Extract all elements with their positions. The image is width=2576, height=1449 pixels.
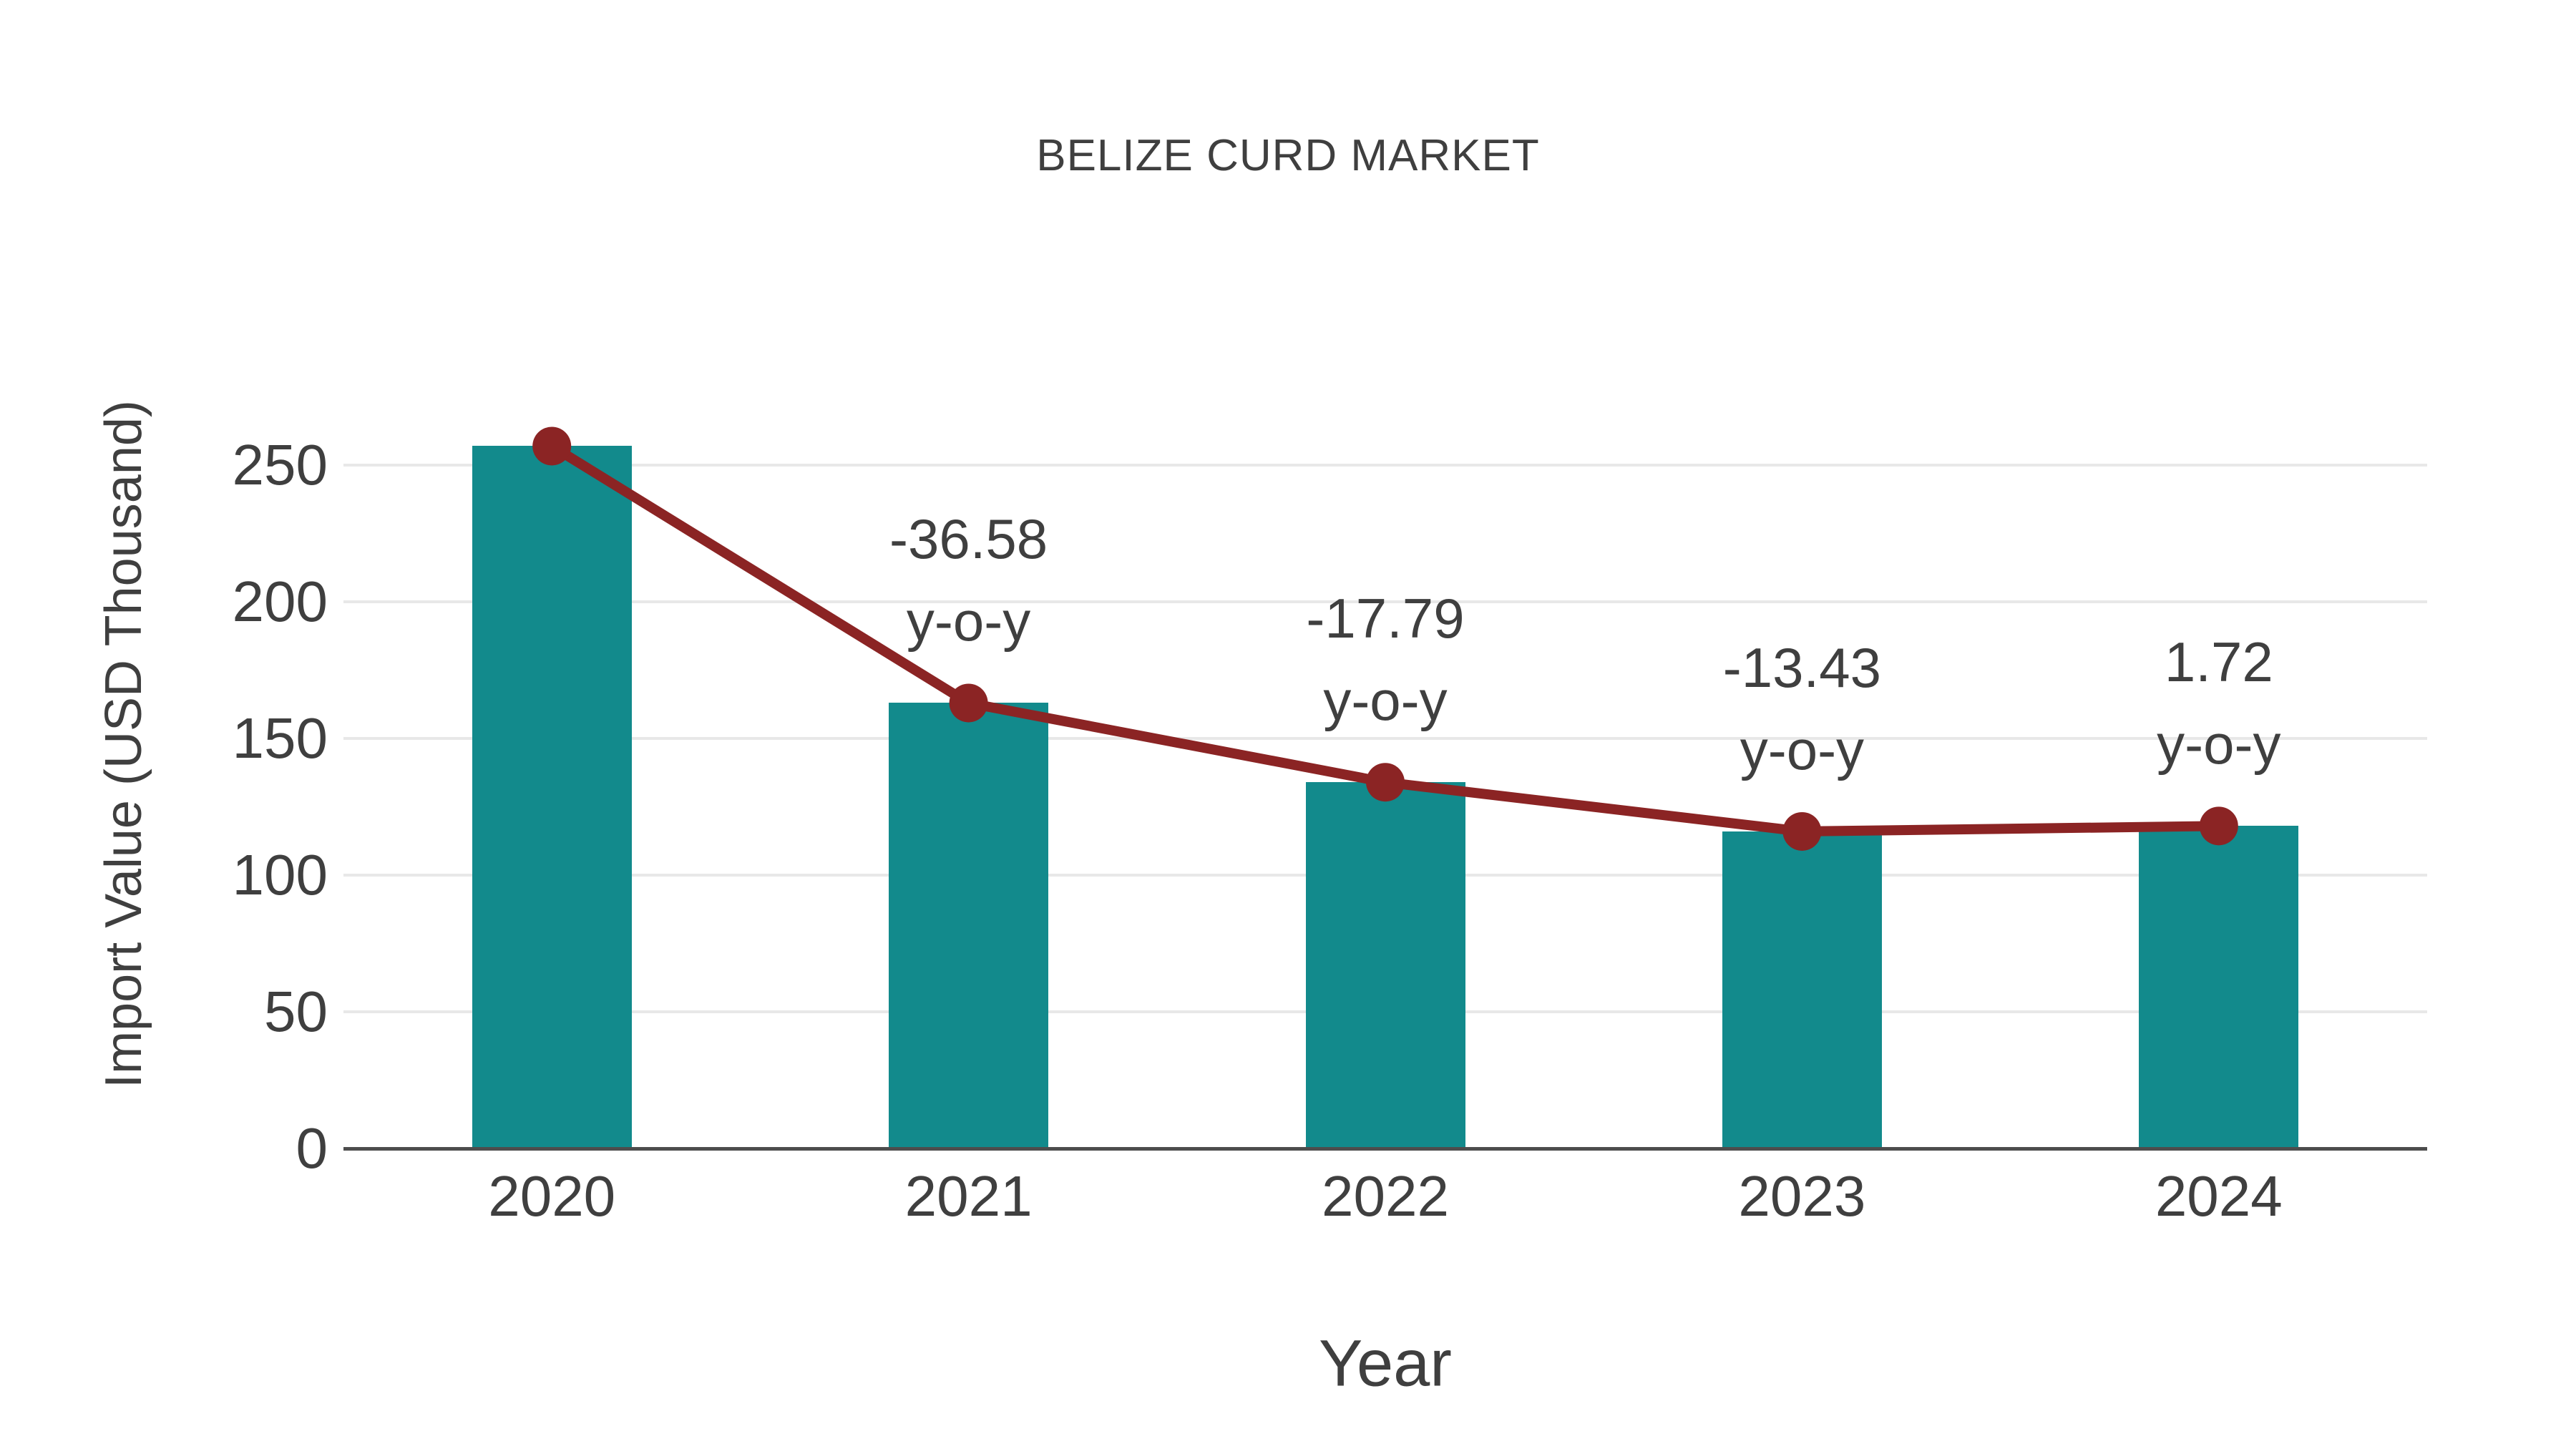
x-tick-label-2024: 2024 bbox=[2155, 1164, 2283, 1228]
x-axis-title: Year bbox=[1319, 1327, 1452, 1400]
y-tick-label-50: 50 bbox=[264, 980, 328, 1044]
yoy-value-2022: -17.79 bbox=[1306, 587, 1465, 650]
yoy-value-2024: 1.72 bbox=[2164, 630, 2273, 694]
y-tick-label-200: 200 bbox=[232, 570, 328, 634]
chart-title: BELIZE CURD MARKET bbox=[1036, 131, 1540, 180]
bar-2020 bbox=[472, 446, 632, 1148]
x-tick-label-2020: 2020 bbox=[488, 1164, 616, 1228]
x-tick-label-2023: 2023 bbox=[1738, 1164, 1866, 1228]
y-tick-label-100: 100 bbox=[232, 843, 328, 907]
yoy-suffix-2021: y-o-y bbox=[906, 590, 1031, 653]
bar-2022 bbox=[1305, 782, 1465, 1148]
bar-2021 bbox=[889, 703, 1049, 1148]
yoy-annotation-2024: 1.72 y-o-y bbox=[1990, 621, 2448, 786]
yoy-annotation-2021: -36.58 y-o-y bbox=[740, 498, 1198, 663]
yoy-suffix-2024: y-o-y bbox=[2157, 713, 2281, 776]
y-tick-label-150: 150 bbox=[232, 706, 328, 771]
yoy-suffix-2023: y-o-y bbox=[1740, 718, 1865, 781]
bar-2024 bbox=[2139, 826, 2299, 1148]
x-tick-label-2022: 2022 bbox=[1322, 1164, 1449, 1228]
y-tick-label-0: 0 bbox=[296, 1116, 328, 1180]
x-tick-label-2021: 2021 bbox=[904, 1164, 1033, 1228]
yoy-annotation-2023: -13.43 y-o-y bbox=[1573, 627, 2031, 791]
x-axis-line bbox=[343, 1147, 2427, 1151]
y-tick-label-250: 250 bbox=[232, 433, 328, 497]
yoy-value-2021: -36.58 bbox=[889, 507, 1048, 571]
yoy-value-2023: -13.43 bbox=[1722, 635, 1881, 699]
bar-2023 bbox=[1722, 831, 1882, 1148]
yoy-annotation-2022: -17.79 y-o-y bbox=[1156, 577, 1614, 742]
gridline-250 bbox=[343, 464, 2427, 467]
yoy-suffix-2022: y-o-y bbox=[1323, 669, 1448, 733]
